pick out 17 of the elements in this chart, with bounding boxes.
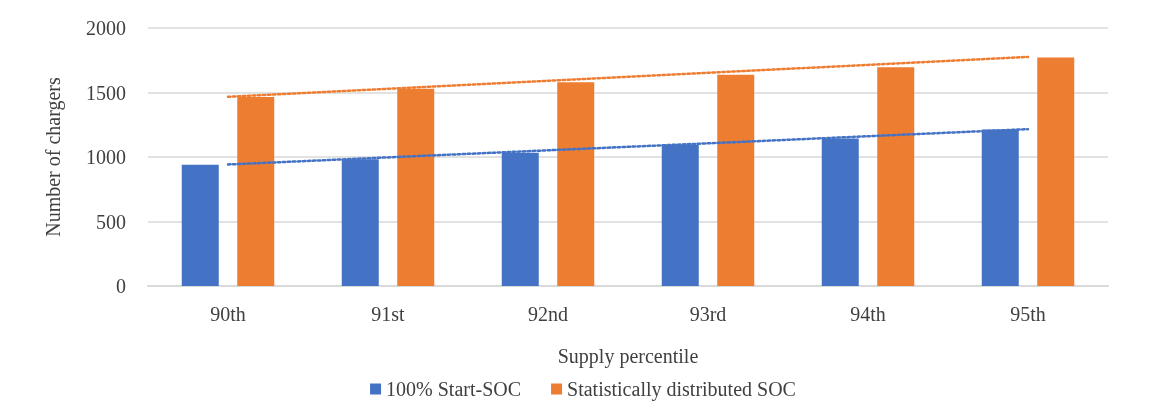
x-tick-label: 91st xyxy=(371,303,406,325)
x-tick-label: 92nd xyxy=(528,303,568,325)
y-tick-label: 1500 xyxy=(86,81,126,104)
y-tick-label: 500 xyxy=(96,210,126,233)
x-tick-label: 94th xyxy=(850,303,886,325)
bar xyxy=(1037,57,1075,286)
y-axis-title: Number of chargers xyxy=(42,77,65,237)
x-tick-label: 90th xyxy=(210,303,246,325)
bar xyxy=(181,164,219,286)
y-tick-label: 2000 xyxy=(86,17,126,39)
x-tick-label: 95th xyxy=(1010,303,1046,325)
x-axis-title: Supply percentile xyxy=(557,345,699,368)
legend-label: 100% Start-SOC xyxy=(386,378,522,400)
legend-label: Statistically distributed SOC xyxy=(567,378,796,401)
y-tick-label: 1000 xyxy=(86,146,126,168)
x-tick-label: 93rd xyxy=(689,303,727,325)
y-tick-label: 0 xyxy=(116,275,126,297)
